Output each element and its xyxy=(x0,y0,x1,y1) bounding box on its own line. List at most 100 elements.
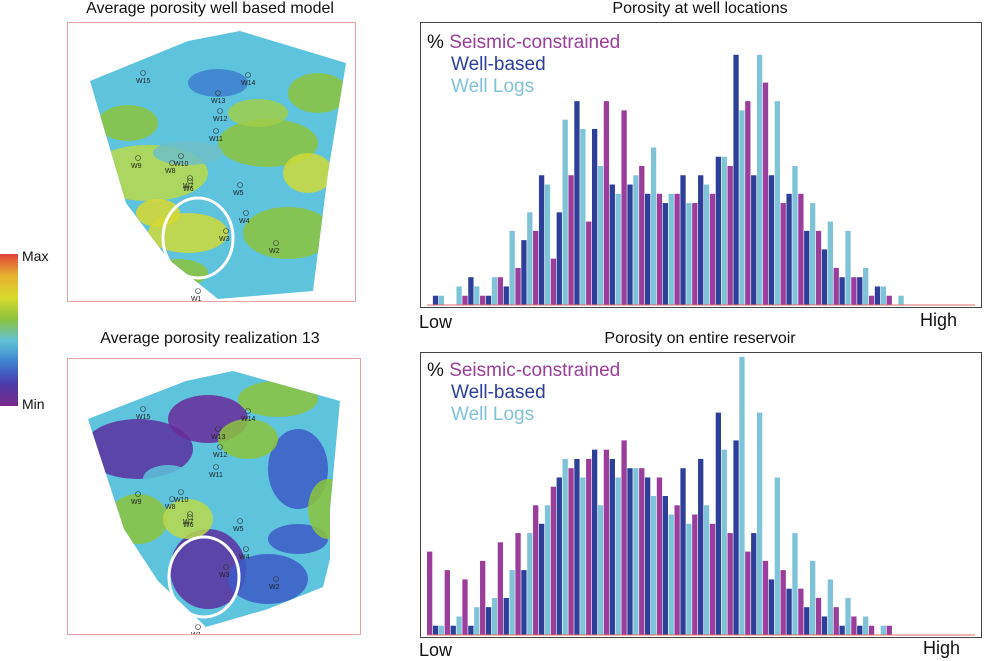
bar-well-based-2 xyxy=(450,625,456,635)
svg-text:W9: W9 xyxy=(131,499,142,506)
bar-well-based-18 xyxy=(733,440,739,635)
bar-well-logs-20 xyxy=(774,101,780,305)
svg-text:W7: W7 xyxy=(183,183,194,190)
bar-well-logs-27 xyxy=(898,295,904,305)
bar-well-based-3 xyxy=(468,625,474,635)
scale-min-label: Min xyxy=(22,396,45,412)
bar-well-based-16 xyxy=(698,175,704,305)
bar-well-based-19 xyxy=(751,533,757,635)
bar-well-logs-3 xyxy=(474,286,480,305)
well-marker-w12: W12 xyxy=(213,108,228,123)
bar-well-based-6 xyxy=(521,570,527,635)
chart1-percent-label: % xyxy=(427,32,444,53)
svg-text:W11: W11 xyxy=(209,472,223,479)
svg-text:W3: W3 xyxy=(219,236,230,243)
well-marker-w4: W4 xyxy=(239,210,250,225)
bar-well-logs-23 xyxy=(827,579,833,635)
bar-seismic-23 xyxy=(815,230,822,305)
well-marker-w11: W11 xyxy=(209,128,223,143)
svg-text:W4: W4 xyxy=(239,218,250,225)
bar-seismic-27 xyxy=(886,625,892,635)
svg-text:W2: W2 xyxy=(269,584,280,591)
well-marker-w2: W2 xyxy=(269,240,280,255)
bar-well-based-5 xyxy=(503,597,509,635)
bar-seismic-5 xyxy=(497,277,503,305)
bar-well-based-21 xyxy=(786,588,792,635)
svg-text:W7: W7 xyxy=(183,519,194,526)
bar-well-based-11 xyxy=(609,458,615,635)
bar-seismic-1 xyxy=(427,551,433,635)
bar-well-logs-2 xyxy=(456,286,462,305)
bar-well-logs-14 xyxy=(668,193,674,305)
chart1-bars xyxy=(427,54,975,306)
bar-well-based-15 xyxy=(680,175,686,305)
chart2-legend-seismic: Seismic-constrained xyxy=(449,360,621,381)
bar-well-logs-20 xyxy=(774,477,780,635)
svg-text:W14: W14 xyxy=(241,80,256,87)
bar-seismic-7 xyxy=(533,505,539,635)
bar-well-logs-26 xyxy=(880,625,887,635)
well-marker-w10: W10 xyxy=(174,489,189,504)
well-marker-w1: W1 xyxy=(191,624,202,634)
bar-seismic-26 xyxy=(868,295,875,305)
svg-text:W1: W1 xyxy=(191,632,202,634)
bar-seismic-14 xyxy=(656,193,663,305)
bar-well-based-24 xyxy=(839,625,845,635)
bar-well-based-1 xyxy=(432,295,439,305)
well-marker-w7: W7 xyxy=(183,511,194,526)
svg-text:W1: W1 xyxy=(191,296,202,301)
bar-seismic-21 xyxy=(780,203,786,305)
bar-seismic-3 xyxy=(462,295,468,305)
bar-well-logs-26 xyxy=(880,286,887,305)
bar-well-based-15 xyxy=(680,468,686,635)
bar-well-logs-23 xyxy=(827,221,833,305)
bar-well-based-9 xyxy=(574,458,580,635)
bar-well-based-22 xyxy=(804,607,810,635)
bar-seismic-11 xyxy=(603,101,610,305)
bar-seismic-22 xyxy=(798,193,804,305)
bar-well-logs-25 xyxy=(863,267,869,305)
bar-well-based-11 xyxy=(609,184,615,305)
color-scale-bar xyxy=(0,254,18,406)
bar-seismic-19 xyxy=(745,101,751,305)
chart2-legend-well-based: Well-based xyxy=(451,382,546,403)
svg-text:W6: W6 xyxy=(183,186,194,193)
bar-seismic-13 xyxy=(639,468,645,635)
bar-well-logs-18 xyxy=(739,357,745,635)
bar-well-logs-21 xyxy=(792,166,798,305)
chart1-low-label: Low xyxy=(419,312,453,332)
bar-seismic-13 xyxy=(639,166,645,305)
bar-well-logs-12 xyxy=(633,468,639,635)
bar-well-based-26 xyxy=(874,286,881,305)
bar-seismic-19 xyxy=(745,551,751,635)
chart2-plot xyxy=(420,352,982,638)
bar-seismic-9 xyxy=(568,175,574,305)
bar-seismic-16 xyxy=(692,514,698,635)
bar-well-logs-5 xyxy=(509,570,515,635)
bar-seismic-2 xyxy=(444,570,450,635)
bar-seismic-20 xyxy=(762,82,769,305)
bar-well-logs-13 xyxy=(650,496,657,635)
chart2-high-label: High xyxy=(923,638,961,658)
bar-well-based-21 xyxy=(786,193,792,305)
bar-well-logs-11 xyxy=(615,477,621,635)
svg-text:W4: W4 xyxy=(239,554,250,561)
well-marker-w9: W9 xyxy=(131,155,142,170)
bar-well-logs-4 xyxy=(491,597,498,635)
svg-text:W10: W10 xyxy=(174,497,189,504)
bar-well-based-22 xyxy=(804,230,810,305)
bar-well-logs-7 xyxy=(544,505,551,635)
bar-well-based-24 xyxy=(839,277,845,305)
bar-seismic-25 xyxy=(851,616,857,635)
bar-seismic-6 xyxy=(515,533,521,635)
bar-seismic-16 xyxy=(692,203,698,305)
bar-seismic-21 xyxy=(780,570,786,635)
bar-well-based-4 xyxy=(485,295,492,305)
bar-seismic-5 xyxy=(497,542,503,635)
well-marker-w2: W2 xyxy=(269,576,280,591)
well-marker-w8: W8 xyxy=(165,160,176,175)
bar-well-based-10 xyxy=(591,128,598,305)
bar-seismic-15 xyxy=(674,193,680,305)
